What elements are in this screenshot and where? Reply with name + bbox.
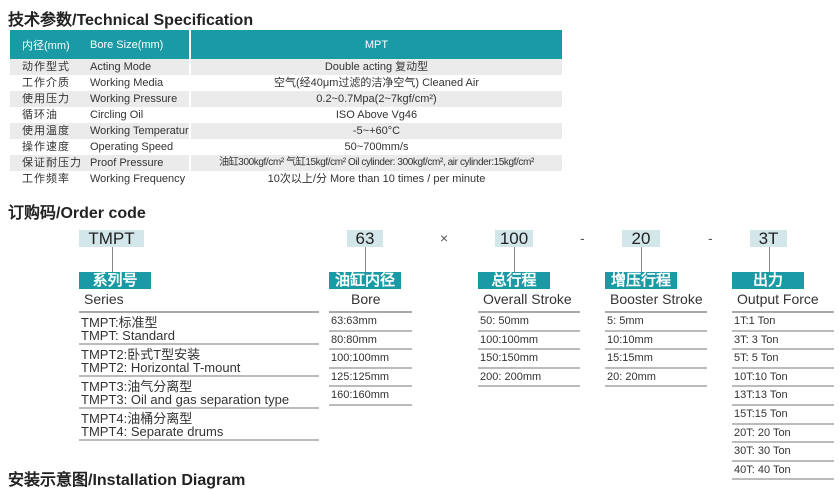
spec-row: 循环油 Circling Oil ISO Above Vg46 bbox=[10, 107, 562, 123]
option-item: 15T:15 Ton bbox=[732, 406, 834, 425]
code-box: 100 bbox=[495, 230, 533, 247]
group-label: 油缸内径 bbox=[329, 272, 401, 289]
group-subtitle: Overall Stroke bbox=[483, 291, 572, 307]
spec-cell: 使用压力 bbox=[10, 91, 90, 107]
spec-table: 内径(mm) Bore Size(mm) MPT 动作型式 Acting Mode… bbox=[10, 30, 562, 187]
spec-cell: 油缸300kgf/cm² 气缸15kgf/cm² Oil cylinder: 3… bbox=[189, 155, 562, 171]
option-item: TMPT3:油气分离型 TMPT3: Oil and gas separatio… bbox=[79, 377, 319, 409]
option-item: 20: 20mm bbox=[605, 369, 707, 388]
option-item: 125:125mm bbox=[329, 369, 412, 388]
spec-cell: Double acting 复动型 bbox=[189, 59, 562, 75]
option-list: TMPT:标准型 TMPT: Standard TMPT2:卧式T型安装 TMPT… bbox=[79, 311, 319, 441]
option-item: 10T:10 Ton bbox=[732, 369, 834, 388]
group-subtitle: Series bbox=[84, 291, 124, 307]
spec-cell: Working Pressure bbox=[90, 91, 190, 107]
spec-cell: 空气(经40μm过滤的洁净空气) Cleaned Air bbox=[189, 75, 562, 91]
connector-line bbox=[111, 247, 113, 272]
option-item: 100:100mm bbox=[478, 332, 580, 351]
group-label: 增压行程 bbox=[605, 272, 677, 289]
code-box: 20 bbox=[622, 230, 660, 247]
group-subtitle: Bore bbox=[351, 291, 381, 307]
option-item: 5: 5mm bbox=[605, 313, 707, 332]
option-item: 5T: 5 Ton bbox=[732, 350, 834, 369]
group-label: 总行程 bbox=[478, 272, 550, 289]
spec-cell: 10次以上/分 More than 10 times / per minute bbox=[189, 171, 562, 187]
spec-row: 操作速度 Operating Speed 50~700mm/s bbox=[10, 139, 562, 155]
connector-line bbox=[768, 247, 770, 272]
option-item: TMPT:标准型 TMPT: Standard bbox=[79, 313, 319, 345]
header-cn: 内径(mm) bbox=[10, 30, 90, 59]
spec-row: 动作型式 Acting Mode Double acting 复动型 bbox=[10, 59, 562, 75]
option-item: 63:63mm bbox=[329, 313, 412, 332]
header-model: MPT bbox=[189, 30, 562, 59]
code-box: TMPT bbox=[79, 230, 144, 247]
connector-line bbox=[641, 247, 642, 272]
option-item: 50: 50mm bbox=[478, 313, 580, 332]
group-label: 出力 bbox=[732, 272, 804, 289]
group-subtitle: Booster Stroke bbox=[610, 291, 703, 307]
option-item: 100:100mm bbox=[329, 350, 412, 369]
option-list: 5: 5mm 10:10mm 15:15mm 20: 20mm bbox=[605, 311, 707, 388]
spec-title: 技术参数/Technical Specification bbox=[8, 12, 254, 29]
group-label: 系列号 bbox=[79, 272, 151, 289]
code-box: 63 bbox=[347, 230, 383, 247]
spec-cell: Operating Speed bbox=[90, 141, 174, 153]
spec-row: 使用压力 Working Pressure 0.2~0.7Mpa(2~7kgf/cm… bbox=[10, 91, 562, 107]
option-item: 40T: 40 Ton bbox=[732, 462, 834, 481]
spec-cell: Working Temperature bbox=[90, 123, 190, 139]
spec-row: 工作频率 Working Frequency 10次以上/分 More than 1… bbox=[10, 171, 562, 187]
install-title: 安装示意图/Installation Diagram bbox=[8, 472, 246, 489]
connector-line bbox=[514, 247, 515, 272]
option-item: 150:150mm bbox=[478, 350, 580, 369]
code-separator: × bbox=[440, 230, 449, 246]
spec-row: 工作介质 Working Media 空气(经40μm过滤的洁净空气) Cleane… bbox=[10, 75, 562, 91]
option-item: 80:80mm bbox=[329, 332, 412, 351]
spec-cell: Acting Mode bbox=[90, 59, 190, 75]
option-item: 10:10mm bbox=[605, 332, 707, 351]
option-item: 200: 200mm bbox=[478, 369, 580, 388]
spec-cell: 动作型式 bbox=[10, 59, 90, 75]
code-separator: - bbox=[580, 230, 585, 246]
option-list: 63:63mm 80:80mm 100:100mm 125:125mm 160:160m… bbox=[329, 311, 412, 406]
spec-cell: 操作速度 bbox=[22, 141, 70, 153]
spec-cell: 使用温度 bbox=[10, 123, 90, 139]
order-title: 订购码/Order code bbox=[8, 205, 146, 222]
spec-cell: -5~+60°C bbox=[189, 123, 562, 139]
option-item: 30T: 30 Ton bbox=[732, 443, 834, 462]
spec-cell: 保证耐压力 bbox=[10, 155, 90, 171]
spec-cell: ISO Above Vg46 bbox=[189, 107, 562, 123]
option-item: 1T:1 Ton bbox=[732, 313, 834, 332]
option-item: 3T: 3 Ton bbox=[732, 332, 834, 351]
group-subtitle: Output Force bbox=[737, 291, 819, 307]
code-box: 3T bbox=[750, 230, 787, 247]
option-item: 20T: 20 Ton bbox=[732, 425, 834, 444]
option-item: TMPT4:油桶分离型 TMPT4: Separate drums bbox=[79, 409, 319, 441]
option-item: 15:15mm bbox=[605, 350, 707, 369]
spec-cell: 工作频率 bbox=[22, 173, 70, 185]
option-list: 50: 50mm 100:100mm 150:150mm 200: 200mm bbox=[478, 311, 580, 388]
option-item: 160:160mm bbox=[329, 387, 412, 406]
spec-cell: 工作介质 bbox=[22, 77, 70, 89]
option-item: 13T:13 Ton bbox=[732, 387, 834, 406]
spec-cell: 0.2~0.7Mpa(2~7kgf/cm²) bbox=[189, 91, 562, 107]
spec-cell: Proof Pressure bbox=[90, 155, 190, 171]
connector-line bbox=[365, 247, 366, 272]
spec-row: 保证耐压力 Proof Pressure 油缸300kgf/cm² 气缸15kgf/… bbox=[10, 155, 562, 171]
spec-cell: 50~700mm/s bbox=[189, 139, 562, 155]
spec-cell: Working Frequency bbox=[90, 173, 186, 185]
code-separator: - bbox=[708, 230, 713, 246]
spec-cell: Circling Oil bbox=[90, 109, 144, 121]
option-list: 1T:1 Ton 3T: 3 Ton 5T: 5 Ton 10T:10 Ton 13T:… bbox=[732, 311, 834, 481]
spec-row: 使用温度 Working Temperature -5~+60°C bbox=[10, 123, 562, 139]
spec-cell: 循环油 bbox=[22, 109, 58, 121]
spec-cell: Working Media bbox=[90, 77, 164, 89]
option-item: TMPT2:卧式T型安装 TMPT2: Horizontal T-mount bbox=[79, 345, 319, 377]
header-en: Bore Size(mm) bbox=[90, 30, 190, 59]
